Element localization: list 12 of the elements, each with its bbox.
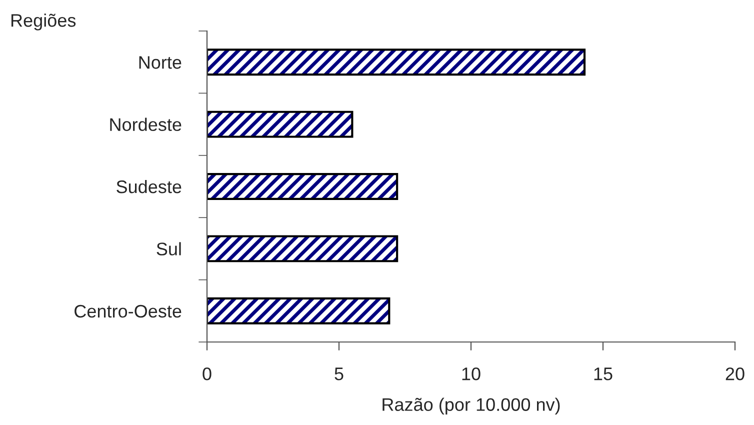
- y-tick-label: Centro-Oeste: [74, 304, 182, 318]
- x-tick-label: 10: [462, 367, 480, 380]
- y-tick-label: Sudeste: [116, 180, 182, 194]
- x-tick-label: 15: [594, 368, 612, 380]
- y-tick-label: Nordeste: [110, 118, 182, 132]
- x-tick-label: 20: [726, 367, 744, 380]
- y-axis-title: Regiões: [11, 14, 76, 30]
- y-tick-label: Norte: [139, 56, 182, 69]
- x-tick-label: 0: [202, 367, 212, 380]
- x-tick-label: 5: [334, 368, 344, 380]
- y-tick-label: Sul: [156, 242, 181, 256]
- x-axis-title: Razão (por 10.000 nv): [382, 398, 560, 415]
